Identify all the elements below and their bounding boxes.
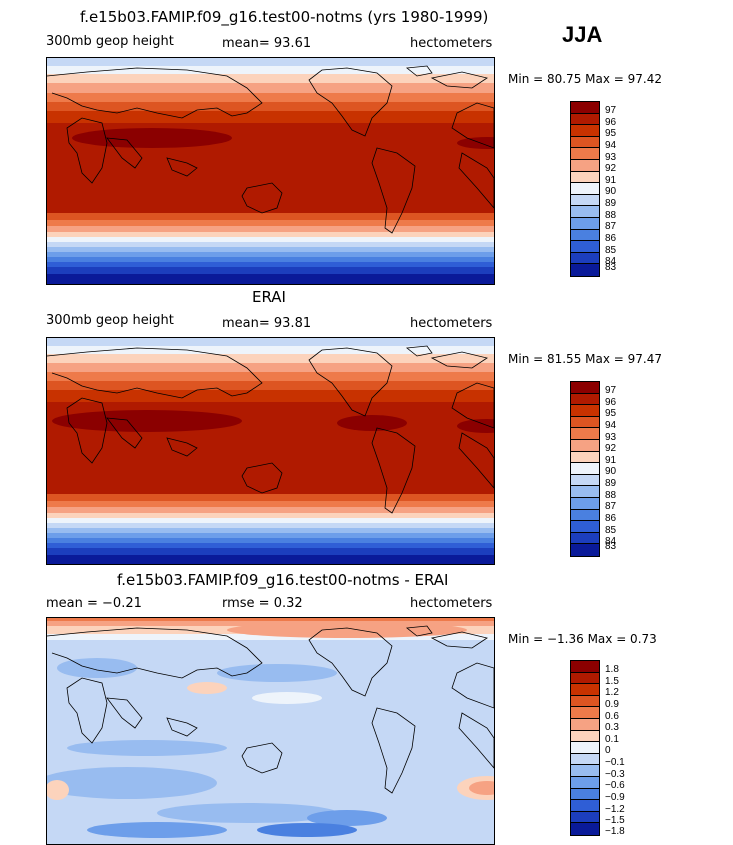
panel2-colorbar-label: 86 [605,513,617,524]
season-label: JJA [562,22,603,47]
panel2-colorbar-label: 92 [605,443,617,454]
panel3-title: f.e15b03.FAMIP.f09_g16.test00-notms - ER… [117,571,449,589]
panel1-colorbar-label: 85 [605,245,617,256]
panel3-colorbar-label: 0.3 [605,722,619,733]
panel3-colorbar-label: −1.2 [605,804,625,815]
panel1-colorbar-label: 97 [605,105,617,116]
panel2-colorbar-label: 90 [605,466,617,477]
panel1-minmax: Min = 80.75 Max = 97.42 [508,72,662,86]
panel2-minmax: Min = 81.55 Max = 97.47 [508,352,662,366]
panel3-colorbar-label: 1.8 [605,664,619,675]
panel3-map-svg [47,618,494,844]
panel2-colorbar-label: 88 [605,490,617,501]
panel2-variable-label: 300mb geop height [46,313,174,328]
panel2-colorbar-label: 85 [605,525,617,536]
panel3-coastlines [47,625,494,794]
panel2-colorbar-label: 96 [605,397,617,408]
panel2-colorbar-label: 95 [605,408,617,419]
panel1-title: f.e15b03.FAMIP.f09_g16.test00-notms (yrs… [80,8,489,26]
panel3-colorbar-label: 0 [605,745,611,756]
panel1-colorbar-label: 84 [605,256,617,267]
panel1-colorbar-label: 94 [605,140,617,151]
panel3-rmse-label: rmse = 0.32 [222,596,303,611]
panel1-coastlines [47,65,494,234]
panel2-map-svg [47,338,494,564]
panel2-map [46,337,495,565]
panel1-colorbar-label: 95 [605,128,617,139]
panel2-colorbar-label: 89 [605,478,617,489]
panel1-colorbar-label: 91 [605,175,617,186]
panel2-coastlines [47,345,494,514]
panel3-units-label: hectometers [410,596,493,611]
panel1-units-label: hectometers [410,36,493,51]
panel2-colorbar-label: 83 [605,541,617,552]
panel1-variable-label: 300mb geop height [46,34,174,49]
panel3-colorbar-label: −1.5 [605,815,625,826]
panel1-colorbar-label: 87 [605,221,617,232]
panel3-colorbar-label: 1.5 [605,676,619,687]
panel1-colorbar-label: 93 [605,152,617,163]
panel3-mean-label: mean = −0.21 [46,596,142,611]
panel1-colorbar-label: 89 [605,198,617,209]
panel3-colorbar-label: 0.1 [605,734,619,745]
panel2-colorbar-label: 93 [605,432,617,443]
panel1-map-svg [47,58,494,284]
panel1-colorbar-label: 90 [605,186,617,197]
panel1-colorbar-label: 96 [605,117,617,128]
panel3-colorbar-label: −0.3 [605,769,625,780]
panel2-colorbar-label: 84 [605,536,617,547]
panel3-colorbar-label: −1.8 [605,826,625,837]
panel3-colorbar-label: 0.9 [605,699,619,710]
panel2-colorbar-label: 87 [605,501,617,512]
panel3-colorbar-label: −0.6 [605,780,625,791]
panel3-colorbar-label: 0.6 [605,711,619,722]
panel2-colorbar-label: 91 [605,455,617,466]
panel1-colorbar [570,101,600,277]
panel1-colorbar-label: 86 [605,233,617,244]
panel3-colorbar-label: −0.1 [605,757,625,768]
panel1-colorbar-label: 92 [605,163,617,174]
panel3-colorbar [570,660,600,836]
panel1-colorbar-label: 88 [605,210,617,221]
panel3-colorbar-label: −0.9 [605,792,625,803]
panel2-mean-label: mean= 93.81 [222,316,312,331]
panel1-colorbar-label: 83 [605,262,617,273]
panel2-title: ERAI [252,288,286,306]
panel3-colorbar-label: 1.2 [605,687,619,698]
panel2-colorbar-label: 94 [605,420,617,431]
panel1-mean-label: mean= 93.61 [222,36,312,51]
panel2-colorbar-label: 97 [605,385,617,396]
panel2-units-label: hectometers [410,316,493,331]
panel2-colorbar [570,381,600,557]
panel3-minmax: Min = −1.36 Max = 0.73 [508,632,657,646]
panel3-map [46,617,495,845]
panel1-map [46,57,495,285]
